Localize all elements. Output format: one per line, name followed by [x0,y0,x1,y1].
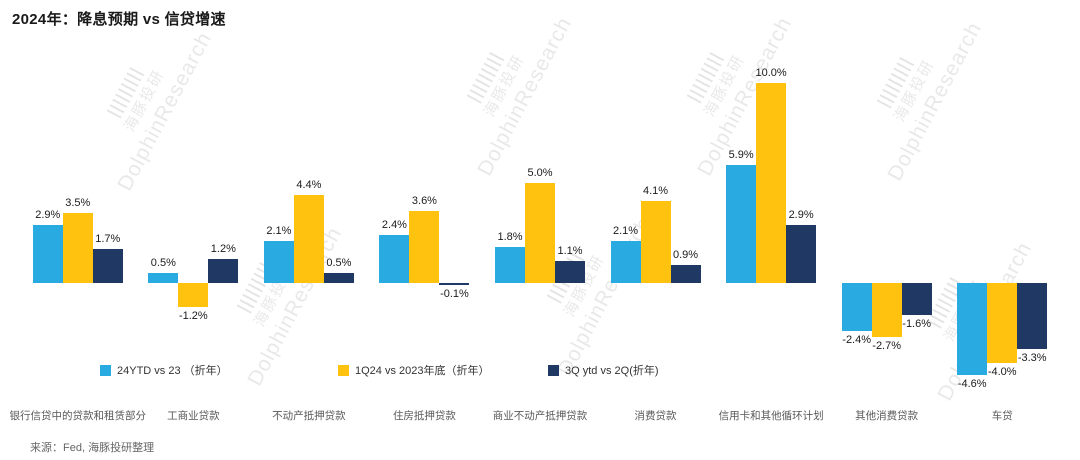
source-note: 来源：Fed, 海豚投研整理 [30,442,155,454]
bar [756,83,787,283]
bar-value-label: 2.9% [788,209,814,221]
bar [62,213,93,283]
bar [379,235,410,283]
bar-value-label: -3.3% [1017,352,1047,364]
bar-chart: 2.9% 3.5% 1.7% 0.5% -1.2% 1.2% 2.1% 4.4% 0.5% 2.4… [0,30,1080,430]
bar [525,183,555,283]
bar [178,283,209,307]
page-title: 2024年：降息预期 vs 信贷增速 [12,11,226,28]
bar [726,165,757,283]
bar-value-label: 5.0% [527,167,553,179]
bar-value-label: 4.1% [643,185,669,197]
bar [670,265,701,283]
bar [555,261,585,283]
bar [1017,283,1048,349]
bar-value-label: -4.6% [957,378,987,390]
bar-value-label: 4.4% [296,179,322,191]
bar-value-label: -1.2% [178,310,208,322]
bar [208,259,239,283]
bar [409,211,440,283]
bar [640,201,671,283]
bar-value-label: 1.2% [210,243,236,255]
bar-value-label: 1.1% [557,245,583,257]
bar [323,273,354,283]
bar-value-label: 2.4% [381,219,407,231]
bar-value-label: -4.0% [987,366,1017,378]
bar [901,283,932,315]
bar [495,247,525,283]
bar [148,273,179,283]
bar-value-label: -2.4% [842,334,872,346]
bar-value-label: 0.9% [673,249,699,261]
bar [263,241,294,283]
bar-value-label: 0.5% [150,257,176,269]
bar-value-label: 1.7% [95,233,121,245]
bar-value-label: -1.6% [902,318,932,330]
bar-value-label: 5.9% [728,149,754,161]
bar [957,283,988,375]
bar-value-label: -2.7% [872,340,902,352]
bar-value-label: 10.0% [755,67,787,79]
bar-value-label: 0.5% [326,257,352,269]
bar-value-label: 2.9% [35,209,61,221]
bar [871,283,902,337]
bar-value-label: 2.1% [266,225,292,237]
bar-value-label: 1.8% [497,231,523,243]
bar [293,195,324,283]
bar-value-label: 3.6% [411,195,437,207]
bar [786,225,817,283]
bar-value-label: -0.1% [440,288,469,300]
bar [439,283,470,285]
bar-value-label: 2.1% [613,225,639,237]
bar [987,283,1018,363]
bar [32,225,63,283]
bar-value-label: 3.5% [65,197,91,209]
bar [92,249,123,283]
bar [841,283,872,331]
bar [610,241,641,283]
